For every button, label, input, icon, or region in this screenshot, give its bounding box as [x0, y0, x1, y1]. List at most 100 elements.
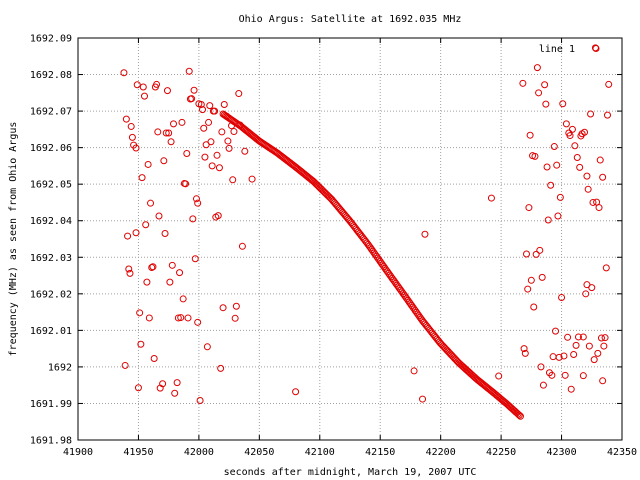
data-point [145, 314, 153, 322]
data-point [605, 80, 613, 88]
data-point [527, 276, 535, 284]
legend-label: line 1 [539, 44, 575, 55]
data-point [191, 255, 199, 263]
data-point [215, 164, 223, 172]
data-point [132, 229, 140, 237]
data-point [535, 89, 543, 97]
data-point [570, 350, 578, 358]
data-point [550, 143, 558, 151]
legend: line 1 [539, 44, 600, 55]
data-point [317, 185, 325, 193]
data-point [153, 80, 161, 88]
data-point [579, 333, 587, 341]
data-point [196, 397, 204, 405]
data-point [532, 250, 540, 258]
data-point [325, 193, 333, 201]
data-point [142, 221, 150, 229]
grid-lines [78, 38, 622, 440]
data-point [554, 212, 562, 220]
data-point [536, 246, 544, 254]
data-point [205, 118, 213, 126]
data-point [176, 269, 184, 277]
data-point [192, 195, 200, 203]
x-tick-label: 42200 [426, 447, 456, 458]
data-point [576, 163, 584, 171]
data-point [310, 178, 318, 186]
axis-ticks [77, 37, 623, 441]
data-point [421, 230, 429, 238]
data-point [133, 81, 141, 89]
data-point [177, 314, 185, 322]
data-point [200, 124, 208, 132]
data-point [555, 353, 563, 361]
chart-title: Ohio Argus: Satellite at 1692.035 MHz [239, 14, 462, 25]
x-axis-label: seconds after midnight, March 19, 2007 U… [224, 467, 477, 478]
data-point [124, 232, 132, 240]
data-point [602, 264, 610, 272]
data-point [525, 204, 533, 212]
data-point [574, 333, 582, 341]
data-point [318, 186, 326, 194]
data-point [236, 121, 244, 129]
data-point [515, 411, 523, 419]
data-points [120, 44, 613, 420]
data-point [138, 174, 146, 182]
data-point [591, 44, 599, 52]
data-point [207, 138, 215, 146]
data-point [171, 389, 179, 397]
data-point [203, 343, 211, 351]
data-point [163, 87, 171, 95]
data-point [182, 180, 190, 188]
data-point [533, 64, 541, 72]
y-tick-label: 1691.99 [30, 399, 72, 410]
data-point [220, 101, 228, 109]
data-point [562, 120, 570, 128]
data-point [587, 110, 595, 118]
data-point [410, 367, 418, 375]
data-point [544, 216, 552, 224]
data-point [564, 333, 572, 341]
data-point [206, 102, 214, 110]
data-point [213, 151, 221, 159]
data-point [595, 204, 603, 212]
x-tick-label: 42100 [305, 447, 335, 458]
x-tick-label: 41900 [63, 447, 93, 458]
x-tick-labels: 41900 41950 42000 42050 42100 42150 42200 42250… [63, 447, 637, 458]
data-point [559, 100, 567, 108]
data-point [556, 193, 564, 201]
data-point [553, 161, 561, 169]
data-point [537, 363, 545, 371]
data-point [419, 395, 427, 403]
data-point [218, 128, 226, 136]
data-point [549, 353, 557, 361]
data-point [585, 342, 593, 350]
data-point [311, 179, 319, 187]
data-point [568, 125, 576, 133]
data-point [211, 107, 219, 115]
data-point [134, 384, 142, 392]
data-point [147, 199, 155, 207]
data-point [183, 149, 191, 157]
data-point [601, 334, 609, 342]
y-tick-labels: 1691.98 1691.99 1692 1692.01 1692.02 1692.03 1… [30, 34, 72, 447]
data-point [579, 372, 587, 380]
data-point [558, 293, 566, 301]
data-point [322, 190, 330, 198]
data-point [599, 377, 607, 385]
data-point [543, 163, 551, 171]
data-point [596, 156, 604, 164]
data-point [197, 101, 205, 109]
data-point [561, 371, 569, 379]
data-point [232, 302, 240, 310]
y-tick-label: 1692.08 [30, 70, 72, 81]
data-point [201, 153, 209, 161]
data-point [599, 173, 607, 181]
data-point [168, 261, 176, 269]
data-point [526, 131, 534, 139]
x-tick-label: 42250 [486, 447, 516, 458]
data-point [122, 115, 130, 123]
data-point [590, 356, 598, 364]
data-point [235, 90, 243, 98]
data-point [524, 285, 532, 293]
data-point [584, 185, 592, 193]
